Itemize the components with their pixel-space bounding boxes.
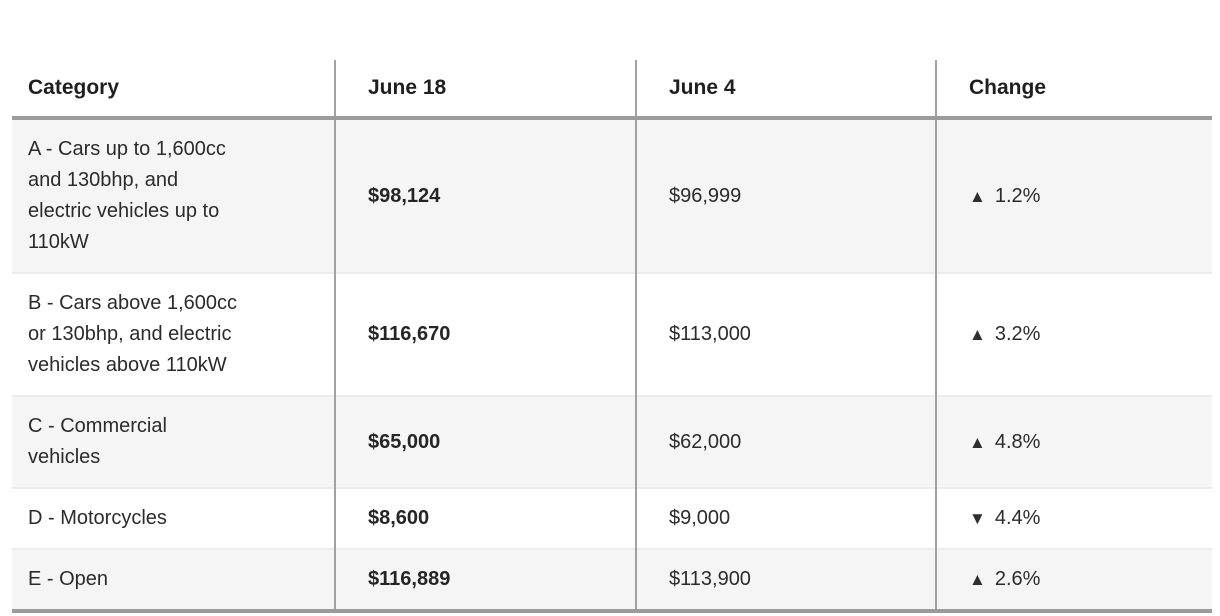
june18-value: $116,889 xyxy=(368,568,451,590)
june18-value: $98,124 xyxy=(368,184,441,207)
june4-cell: $96,999 xyxy=(635,118,936,273)
change-value: 2.6% xyxy=(994,568,1041,590)
june18-cell: $65,000 xyxy=(334,395,636,488)
change-cell: ▲ 2.6% xyxy=(935,548,1212,613)
june4-cell: $9,000 xyxy=(635,487,936,549)
june18-value: $65,000 xyxy=(368,430,441,453)
down-triangle-icon: ▼ xyxy=(969,509,986,528)
change-value: 1.2% xyxy=(994,184,1041,207)
category-cell: B - Cars above 1,600cc or 130bhp, and el… xyxy=(12,272,335,396)
coe-price-table: Category June 18 June 4 Change A - Cars … xyxy=(12,60,1212,613)
change-cell: ▼ 4.4% xyxy=(935,487,1212,549)
june18-cell: $116,670 xyxy=(334,272,636,396)
june4-value: $62,000 xyxy=(669,430,742,453)
june4-cell: $113,000 xyxy=(635,272,936,396)
column-header-june18: June 18 xyxy=(334,60,636,120)
table-row: C - Commercial vehicles $65,000 $62,000 ▲ 4.… xyxy=(12,395,1212,488)
up-triangle-icon: ▲ xyxy=(969,432,986,452)
category-cell: C - Commercial vehicles xyxy=(12,395,335,488)
june4-cell: $62,000 xyxy=(635,395,936,488)
change-value: 4.8% xyxy=(994,430,1041,453)
june4-value: $113,900 xyxy=(669,568,751,590)
change-value: 4.4% xyxy=(994,507,1041,529)
june18-cell: $8,600 xyxy=(334,487,636,549)
up-triangle-icon: ▲ xyxy=(969,570,986,589)
table-body: A - Cars up to 1,600cc and 130bhp, and e… xyxy=(12,118,1212,613)
june18-cell: $98,124 xyxy=(334,118,636,273)
category-cell: E - Open xyxy=(12,548,335,613)
june4-value: $113,000 xyxy=(669,323,751,345)
june4-cell: $113,900 xyxy=(635,548,936,613)
change-value: 3.2% xyxy=(994,323,1041,345)
table-row: E - Open $116,889 $113,900 ▲ 2.6% xyxy=(12,548,1212,613)
table-row: B - Cars above 1,600cc or 130bhp, and el… xyxy=(12,272,1212,396)
up-triangle-icon: ▲ xyxy=(969,186,986,206)
up-triangle-icon: ▲ xyxy=(969,325,986,344)
table-row: A - Cars up to 1,600cc and 130bhp, and e… xyxy=(12,118,1212,273)
change-cell: ▲ 3.2% xyxy=(935,272,1212,396)
column-header-category: Category xyxy=(12,60,335,120)
header-row: Category June 18 June 4 Change xyxy=(12,60,1212,120)
change-cell: ▲ 4.8% xyxy=(935,395,1212,488)
june18-value: $116,670 xyxy=(368,323,451,345)
table-row: D - Motorcycles $8,600 $9,000 ▼ 4.4% xyxy=(12,487,1212,549)
june4-value: $9,000 xyxy=(669,507,731,529)
category-cell: D - Motorcycles xyxy=(12,487,335,549)
june4-value: $96,999 xyxy=(669,184,742,207)
category-cell: A - Cars up to 1,600cc and 130bhp, and e… xyxy=(12,118,335,273)
change-cell: ▲ 1.2% xyxy=(935,118,1212,273)
june18-value: $8,600 xyxy=(368,507,430,529)
column-header-change: Change xyxy=(935,60,1212,120)
table-header: Category June 18 June 4 Change xyxy=(12,60,1212,120)
column-header-june4: June 4 xyxy=(635,60,936,120)
june18-cell: $116,889 xyxy=(334,548,636,613)
